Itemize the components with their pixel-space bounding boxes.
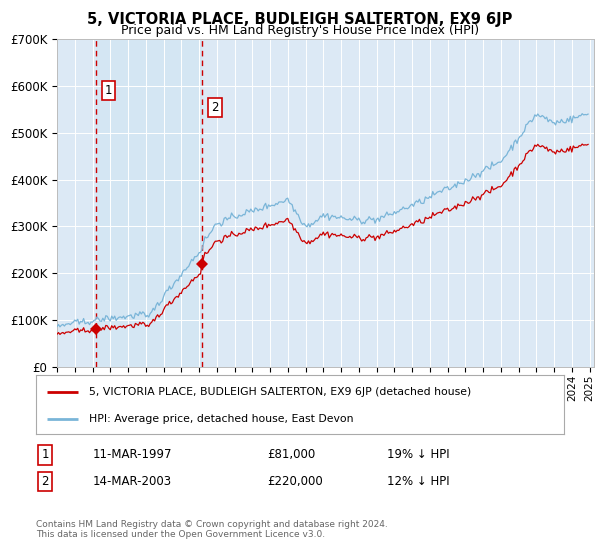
Bar	[96, 39, 202, 367]
Text: 2: 2	[211, 101, 219, 114]
Text: Price paid vs. HM Land Registry's House Price Index (HPI): Price paid vs. HM Land Registry's House …	[121, 24, 479, 36]
Text: 14-MAR-2003: 14-MAR-2003	[93, 475, 172, 488]
Text: Contains HM Land Registry data © Crown copyright and database right 2024.
This d: Contains HM Land Registry data © Crown c…	[36, 520, 388, 539]
Text: 19% ↓ HPI: 19% ↓ HPI	[387, 448, 449, 461]
Text: 1: 1	[41, 448, 49, 461]
Text: HPI: Average price, detached house, East Devon: HPI: Average price, detached house, East…	[89, 414, 353, 424]
Text: £81,000: £81,000	[267, 448, 315, 461]
Text: 5, VICTORIA PLACE, BUDLEIGH SALTERTON, EX9 6JP (detached house): 5, VICTORIA PLACE, BUDLEIGH SALTERTON, E…	[89, 386, 471, 396]
Text: 11-MAR-1997: 11-MAR-1997	[93, 448, 173, 461]
Text: 1: 1	[105, 84, 112, 97]
Text: £220,000: £220,000	[267, 475, 323, 488]
Text: 5, VICTORIA PLACE, BUDLEIGH SALTERTON, EX9 6JP: 5, VICTORIA PLACE, BUDLEIGH SALTERTON, E…	[88, 12, 512, 27]
Text: 12% ↓ HPI: 12% ↓ HPI	[387, 475, 449, 488]
Text: 2: 2	[41, 475, 49, 488]
